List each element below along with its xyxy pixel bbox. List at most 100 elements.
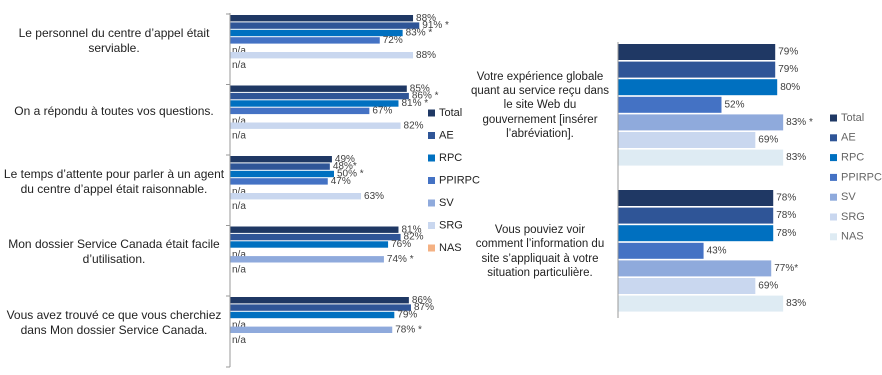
value-label: 47% [331, 176, 351, 187]
bar [230, 22, 420, 29]
bar [230, 15, 414, 22]
value-label: 49% [335, 154, 355, 165]
legend-swatch [428, 222, 435, 229]
legend-label: SRG [841, 211, 865, 223]
category-label: Vous avez trouvé ce que vous cherchiez d… [6, 307, 222, 337]
value-label: n/a [232, 335, 246, 346]
legend-label: AE [439, 129, 454, 141]
legend-swatch [428, 132, 435, 139]
value-label: 81% * [401, 98, 428, 109]
value-label: n/a [232, 45, 246, 56]
bar [618, 96, 722, 113]
value-label: n/a [232, 186, 246, 197]
bar [618, 242, 704, 259]
category-label: Le temps d’attente pour parler à un agen… [3, 166, 225, 196]
bar [618, 132, 756, 148]
value-label: 85% [410, 83, 430, 94]
legend-swatch [830, 134, 837, 142]
legend-swatch [428, 154, 435, 162]
legend-swatch [428, 199, 435, 207]
legend-swatch [830, 154, 837, 162]
value-label: 79% [778, 47, 798, 58]
value-label: n/a [232, 131, 246, 142]
value-label: 88% [416, 13, 436, 24]
value-label: 69% [758, 281, 778, 292]
bar [230, 92, 409, 100]
legend-label: PPIRPC [439, 174, 480, 186]
category-label: Le personnel du centre d’appel était ser… [18, 25, 210, 55]
legend-swatch [428, 177, 435, 184]
value-label: 50% * [337, 169, 364, 180]
legend-swatch [830, 233, 837, 241]
legend-label: PPIRPC [841, 171, 882, 183]
value-label: 78% [776, 193, 796, 204]
legend-swatch [830, 213, 837, 221]
bar [618, 225, 774, 242]
value-label: 83% * [786, 117, 813, 128]
legend-swatch [428, 244, 435, 252]
legend-label: SRG [439, 219, 463, 231]
legend-swatch [428, 109, 435, 117]
value-label: n/a [232, 250, 246, 261]
legend-label: Total [439, 107, 462, 119]
bar [230, 226, 399, 233]
legend-swatch [830, 173, 837, 181]
bar [230, 193, 362, 200]
value-label: 83% [786, 298, 806, 309]
value-label: 80% [780, 82, 800, 93]
bar [230, 163, 330, 170]
bar [230, 156, 332, 163]
value-label: 81% [401, 224, 421, 235]
bar [230, 37, 380, 44]
bar [618, 295, 784, 312]
legend-label: SV [841, 191, 856, 203]
value-label: 72% [383, 35, 403, 46]
bar [230, 170, 334, 178]
legend-swatch [830, 114, 837, 122]
bar [230, 233, 401, 241]
bar [230, 297, 409, 304]
value-label: 63% [364, 191, 384, 202]
value-label: 69% [758, 135, 778, 146]
value-label: 43% [707, 245, 727, 256]
bar [230, 256, 384, 263]
value-label: 52% [724, 99, 744, 110]
value-label: 91% * [422, 20, 449, 31]
category-label: On a répondu à toutes vos questions. [14, 103, 214, 118]
value-label: 67% [372, 106, 392, 117]
legend-label: RPC [841, 152, 864, 164]
value-label: n/a [232, 264, 246, 275]
bar [230, 52, 414, 59]
bar [230, 326, 393, 333]
bar [230, 29, 403, 37]
bar [230, 178, 328, 185]
value-label: 78% [776, 210, 796, 221]
legend-label: NAS [841, 231, 864, 243]
bar [618, 278, 756, 294]
bar [618, 44, 776, 60]
value-label: 48%* [333, 161, 357, 172]
bar [618, 61, 776, 78]
value-label: 88% [416, 50, 436, 61]
value-label: n/a [232, 116, 246, 127]
value-label: 78% [776, 228, 796, 239]
legend-label: SV [439, 197, 454, 209]
value-label: 77%* [774, 263, 798, 274]
bar [618, 114, 784, 131]
value-label: 82% [404, 232, 424, 243]
value-label: 82% [404, 120, 424, 131]
bar [230, 311, 395, 319]
value-label: 83% * [406, 28, 433, 39]
value-label: 74% * [387, 254, 414, 265]
value-label: 76% [391, 239, 411, 250]
bar [230, 241, 389, 248]
legend-label: AE [841, 132, 856, 144]
bar [618, 149, 784, 166]
value-label: 83% [786, 152, 806, 163]
value-label: 87% [414, 302, 434, 313]
value-label: n/a [232, 60, 246, 71]
bar [230, 107, 370, 115]
value-label: n/a [232, 320, 246, 331]
value-label: 79% [397, 310, 417, 321]
bar [618, 79, 778, 96]
